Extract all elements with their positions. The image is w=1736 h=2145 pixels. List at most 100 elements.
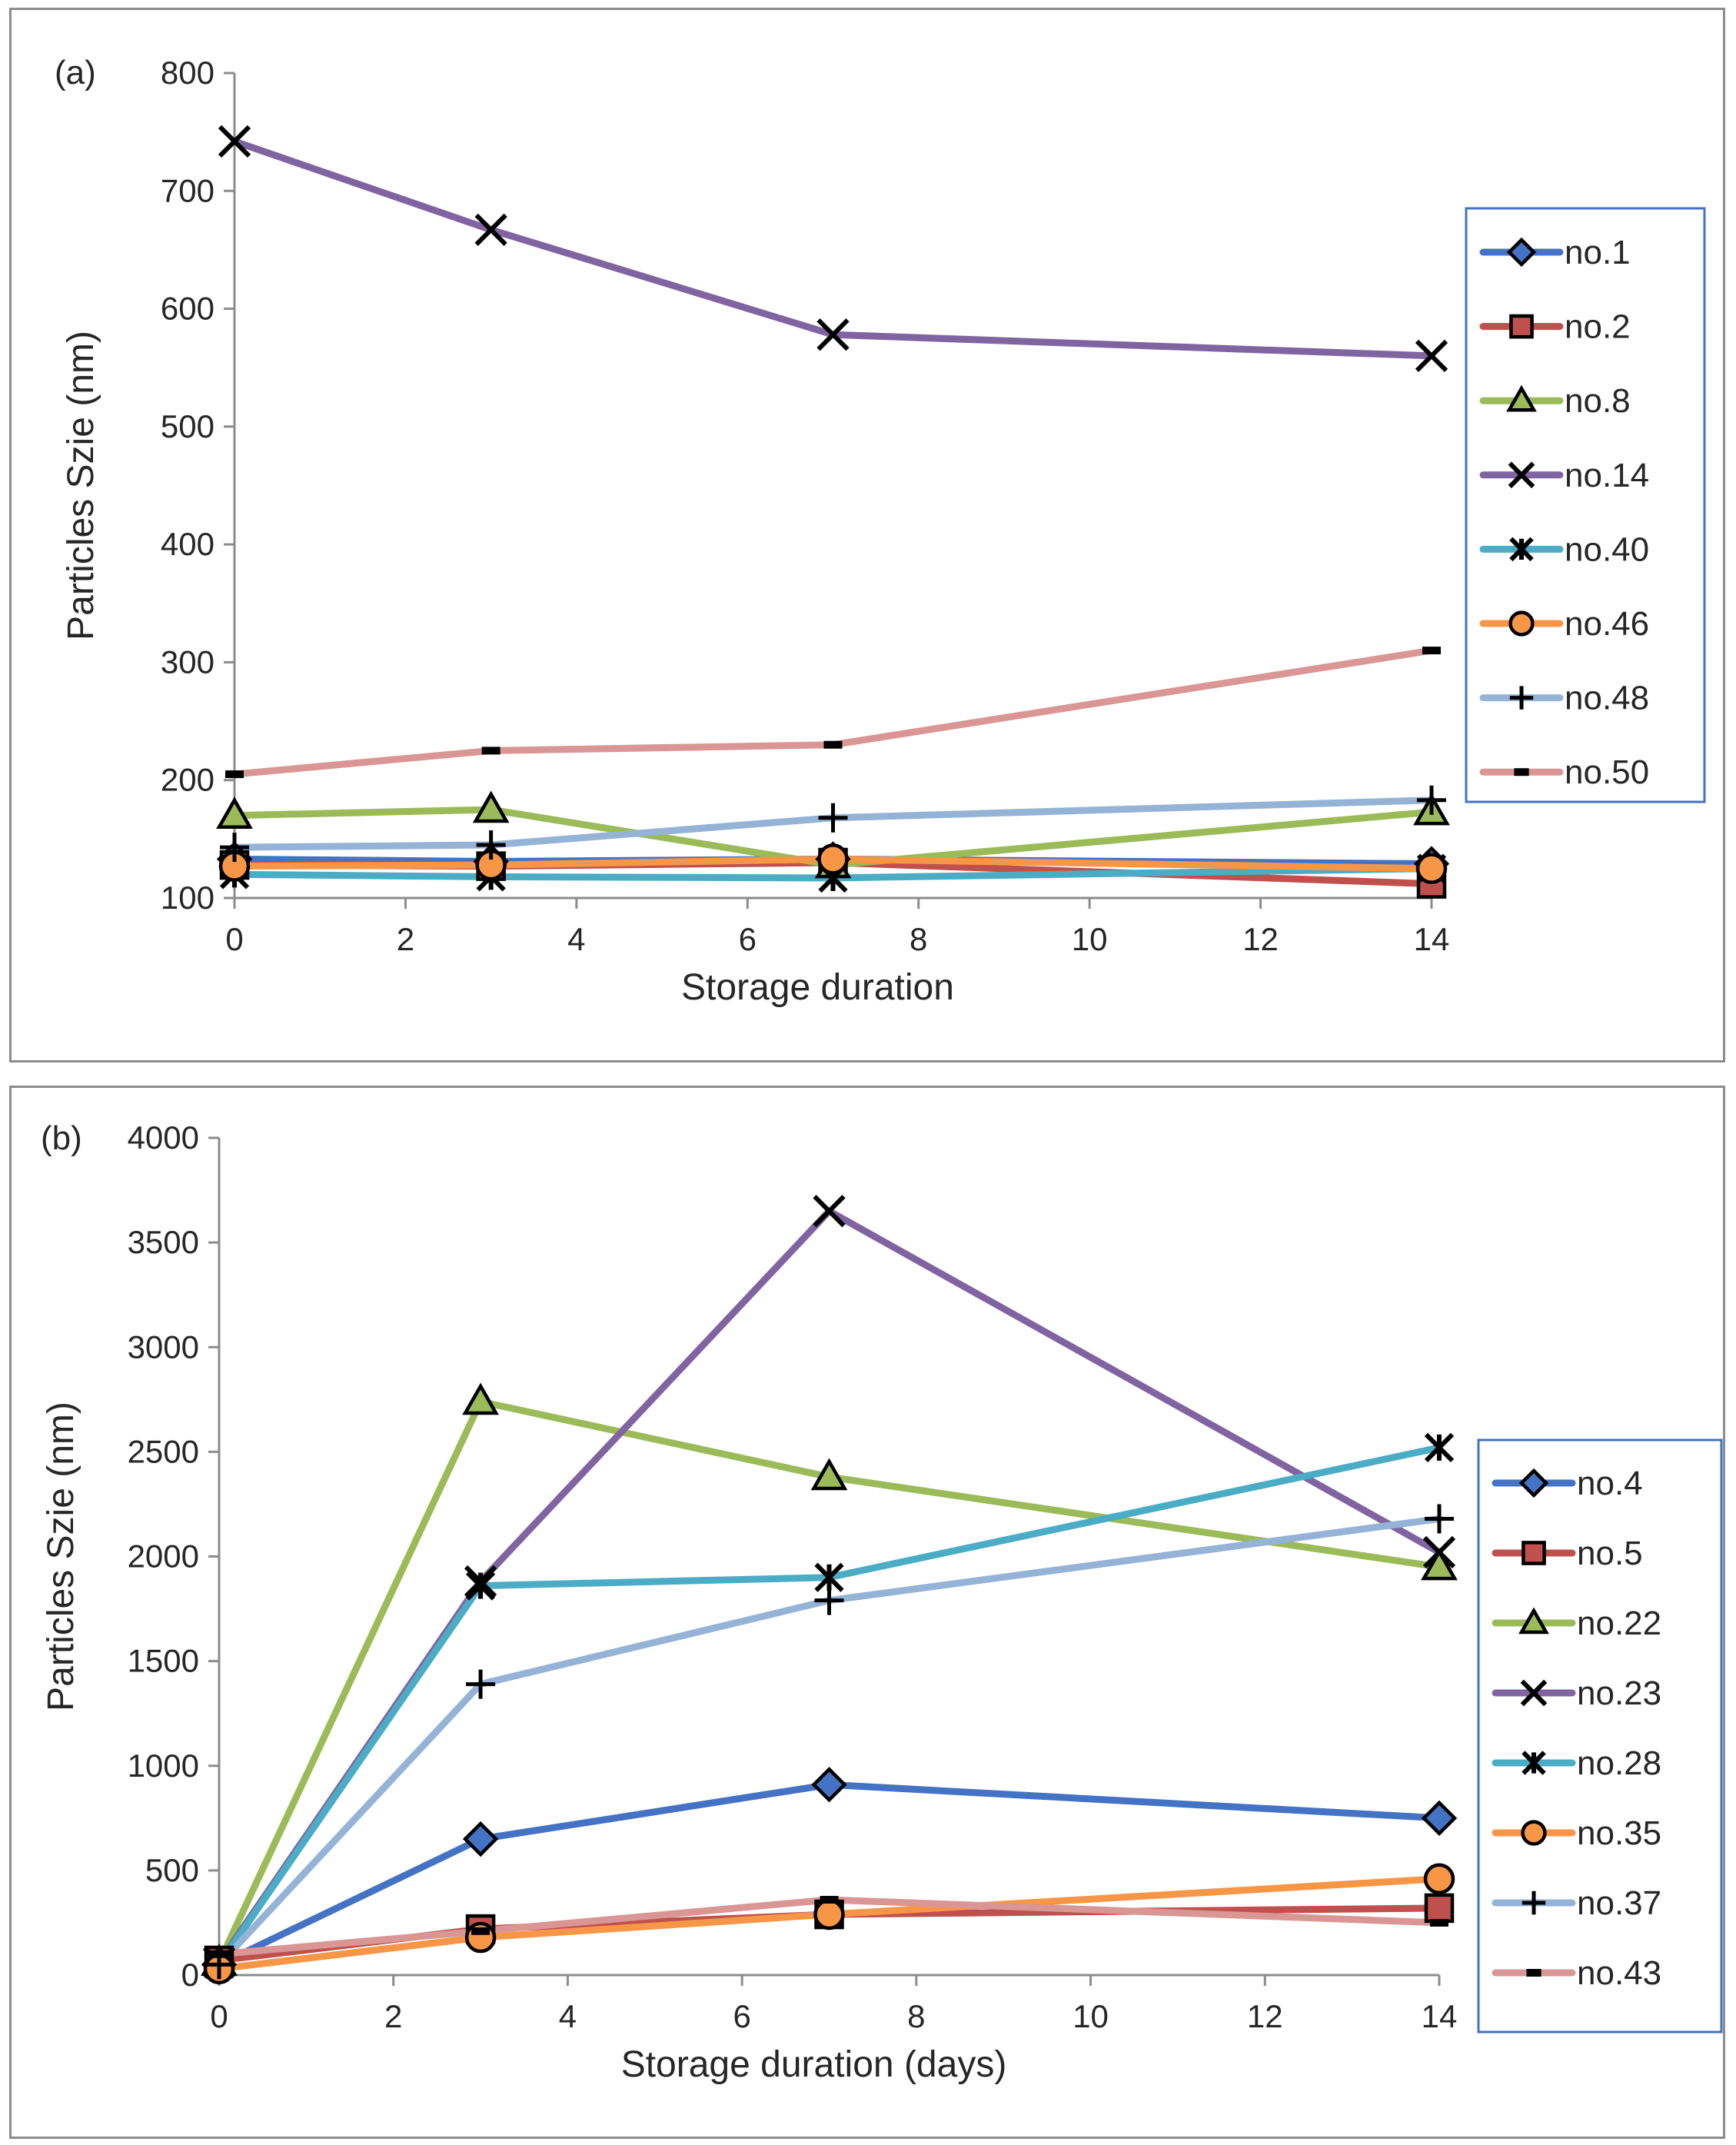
chart-b-legend-marker-no.35 <box>1521 1820 1547 1846</box>
chart-a-point-no.46 <box>817 843 849 875</box>
chart-b-legend-marker-no.22 <box>1518 1607 1549 1635</box>
chart-a-legend-marker-no.2 <box>1509 314 1534 339</box>
chart-b-point-no.23 <box>813 1195 846 1228</box>
chart-a-point-no.14 <box>218 125 251 158</box>
chart-a-legend-label: no.46 <box>1565 605 1649 643</box>
chart-b-y-tick-label: 4000 <box>128 1119 199 1156</box>
chart-b-legend-label: no.5 <box>1577 1535 1643 1572</box>
chart-b-legend-marker-no.23 <box>1520 1679 1548 1707</box>
chart-b-y-tick-label: 500 <box>145 1852 199 1888</box>
chart-b-point-no.43 <box>210 1950 228 1958</box>
chart-b-point-no.37 <box>814 1585 844 1615</box>
chart-b-y-tick-label: 1500 <box>128 1643 199 1679</box>
chart-b-point-no.28 <box>1424 1432 1455 1463</box>
chart-b-x-tick-label: 12 <box>1247 1998 1283 2034</box>
chart-a-point-no.50 <box>823 740 843 749</box>
chart-a-series-line-no.8 <box>231 806 1435 869</box>
chart-a-point-no.50 <box>1422 647 1441 655</box>
chart-b-panel-label: (b) <box>41 1119 82 1157</box>
chart-b-legend-label: no.37 <box>1577 1884 1661 1922</box>
chart-b-point-no.22 <box>1421 1548 1458 1581</box>
chart-b-y-tick-label: 2500 <box>128 1433 199 1469</box>
chart-b-legend-marker-no.28 <box>1521 1751 1546 1775</box>
chart-b-legend-label: no.28 <box>1577 1744 1661 1782</box>
chart-a-point-no.48 <box>818 803 848 833</box>
chart-b-legend-label: no.4 <box>1577 1465 1643 1502</box>
chart-b-y-tick-label: 3500 <box>128 1224 199 1260</box>
chart-a-legend-label: no.48 <box>1565 680 1649 717</box>
chart-b-x-axis-title: Storage duration (days) <box>621 2044 1007 2085</box>
chart-a-x-tick-label: 6 <box>739 921 757 957</box>
chart-a-legend-marker-no.1 <box>1506 237 1537 268</box>
chart-b-series-line-no.22 <box>215 1398 1443 1967</box>
chart-b-point-no.35 <box>1423 1863 1455 1895</box>
chart-b-point-no.22 <box>462 1382 499 1415</box>
chart-b-point-no.4 <box>462 1821 499 1857</box>
chart-a-y-tick-label: 800 <box>161 55 215 91</box>
chart-a-point-no.48 <box>1417 785 1446 815</box>
chart-a-y-tick-label: 200 <box>161 762 215 798</box>
chart-b-legend-marker-no.4 <box>1518 1468 1549 1498</box>
chart-b-point-no.35 <box>813 1898 845 1930</box>
chart-b-legend-marker-no.43 <box>1526 1969 1541 1977</box>
chart-a-x-tick-label: 0 <box>225 921 243 957</box>
chart-b-x-tick-label: 2 <box>384 1998 402 2034</box>
chart-a-y-tick-label: 600 <box>161 291 215 327</box>
chart-b-point-no.4 <box>1421 1800 1458 1836</box>
chart-a-svg: 100 200 300 400 500 600 700 800 0 2 4 6 8 10 12 14 Stora… <box>55 54 1706 1008</box>
chart-b-point-no.43 <box>471 1927 491 1935</box>
chart-panel-a: 100 200 300 400 500 600 700 800 0 2 4 6 8 10 12 14 Stora… <box>9 8 1725 1063</box>
chart-a-legend-label: no.14 <box>1565 457 1649 494</box>
chart-a-legend-marker-no.48 <box>1509 686 1534 710</box>
chart-a-series-line-no.50 <box>231 647 1435 778</box>
chart-b-legend-marker-no.37 <box>1521 1891 1546 1915</box>
chart-b-point-no.22 <box>810 1458 848 1491</box>
chart-b-point-no.37 <box>466 1669 496 1699</box>
chart-b-legend-label: no.43 <box>1577 1954 1661 1992</box>
chart-b-y-tick-label: 1000 <box>128 1748 199 1784</box>
chart-b-x-tick-label: 14 <box>1422 1998 1458 2034</box>
chart-a-legend-marker-no.50 <box>1514 768 1529 777</box>
chart-a-x-tick-label: 2 <box>397 921 414 957</box>
chart-b-legend-label: no.22 <box>1577 1605 1661 1642</box>
chart-b-point-no.5 <box>1424 1893 1455 1924</box>
chart-a-legend-label: no.2 <box>1565 308 1631 346</box>
chart-a-x-tick-label: 10 <box>1072 921 1108 957</box>
chart-a-legend-label: no.1 <box>1565 234 1631 271</box>
chart-b-series-line-no.28 <box>215 1444 1443 1968</box>
chart-b-y-tick-label: 0 <box>181 1957 199 1993</box>
chart-b-point-no.37 <box>1425 1504 1454 1534</box>
chart-a-x-tick-label: 14 <box>1414 921 1450 957</box>
chart-a-legend-marker-no.8 <box>1506 384 1537 412</box>
chart-a-point-no.50 <box>225 770 244 779</box>
chart-b-legend-label: no.23 <box>1577 1674 1661 1712</box>
chart-b-x-tick-label: 8 <box>907 1998 925 2034</box>
chart-a-legend-label: no.40 <box>1565 530 1649 568</box>
chart-b-legend-marker-no.5 <box>1521 1541 1546 1565</box>
chart-a-series-line-no.46 <box>231 855 1435 873</box>
chart-a-y-tick-label: 400 <box>161 526 215 562</box>
chart-b-y-tick-label: 2000 <box>128 1538 199 1575</box>
chart-a-point-no.14 <box>816 318 850 351</box>
chart-a-point-no.8 <box>472 790 510 823</box>
chart-a-point-no.46 <box>1415 853 1448 884</box>
chart-b-legend-label: no.35 <box>1577 1814 1661 1852</box>
chart-a-y-tick-label: 700 <box>161 172 215 208</box>
chart-b-point-no.23 <box>1422 1535 1456 1569</box>
chart-a-legend <box>1465 207 1706 803</box>
chart-b-series-line-no.35 <box>215 1875 1443 1973</box>
chart-a-y-axis-title: Particles Szie (nm) <box>61 331 101 640</box>
chart-a-point-no.48 <box>476 830 506 860</box>
chart-a-point-no.8 <box>216 796 253 829</box>
chart-b-point-no.4 <box>811 1767 847 1803</box>
chart-b-point-no.28 <box>465 1571 496 1601</box>
chart-a-y-tick-label: 100 <box>161 880 215 916</box>
chart-b-point-no.43 <box>820 1895 839 1904</box>
chart-a-legend-marker-no.14 <box>1508 461 1535 489</box>
chart-a-x-axis-title: Storage duration <box>681 967 954 1008</box>
chart-a-x-tick-label: 12 <box>1242 921 1279 957</box>
chart-a-x-tick-label: 4 <box>567 921 585 957</box>
chart-b-x-tick-label: 4 <box>559 1998 577 2034</box>
chart-b-series-line-no.4 <box>215 1781 1443 1968</box>
chart-a-y-tick-label: 300 <box>161 644 215 680</box>
